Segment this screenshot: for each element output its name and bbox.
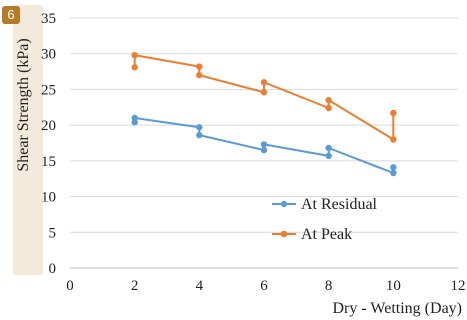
- data-point-at-residual-6: [325, 152, 332, 160]
- y-tick-label-30: 30: [41, 47, 56, 63]
- y-tick-label-10: 10: [41, 190, 56, 206]
- legend-label-at-residual: At Residual: [301, 196, 378, 213]
- y-tick-label-25: 25: [41, 82, 56, 98]
- x-tick-label-10: 10: [386, 278, 401, 294]
- x-tick-label-12: 12: [451, 278, 466, 294]
- series: [131, 51, 397, 177]
- data-point-at-peak-3: [196, 71, 203, 79]
- data-point-at-peak-2: [196, 63, 203, 70]
- legend-marker-at-peak: [280, 230, 288, 238]
- data-point-at-residual-2: [196, 124, 203, 131]
- x-tick-label-0: 0: [66, 278, 74, 294]
- y-tick-label-5: 5: [49, 225, 57, 241]
- legend-item-at-residual: At Residual: [272, 196, 378, 213]
- data-point-at-residual-4: [260, 146, 268, 154]
- data-point-at-peak-8: [390, 136, 397, 143]
- legend: At Residual At Peak: [272, 196, 378, 243]
- data-point-at-residual-5: [260, 141, 268, 148]
- x-tick-label-2: 2: [131, 278, 139, 294]
- data-point-at-peak-4: [260, 89, 268, 96]
- x-tick-label-8: 8: [325, 278, 333, 294]
- data-point-at-residual-1: [131, 114, 138, 122]
- series-at-peak: [131, 51, 397, 143]
- series-at-residual: [131, 114, 397, 177]
- grid-lines: [70, 17, 458, 233]
- legend-item-at-peak: At Peak: [272, 226, 352, 243]
- legend-label-at-peak: At Peak: [301, 226, 352, 243]
- y-tick-label-20: 20: [41, 118, 56, 134]
- y-tick-label-35: 35: [41, 11, 56, 27]
- data-point-at-peak-1: [131, 51, 138, 59]
- x-axis-title: Dry - Wetting (Day): [333, 300, 463, 317]
- data-point-at-residual-9: [390, 164, 397, 171]
- x-tick-label-6: 6: [260, 278, 268, 294]
- x-tick-label-4: 4: [196, 278, 204, 294]
- data-point-at-residual-7: [325, 144, 332, 152]
- data-point-at-residual-3: [196, 131, 203, 139]
- tick-labels: 0 5 10 15 20 25 30 35 0 2 4 6 8 10 12: [41, 11, 466, 294]
- legend-marker-at-residual: [280, 200, 288, 208]
- y-tick-label-15: 15: [41, 154, 56, 170]
- y-tick-label-0: 0: [49, 261, 57, 277]
- series-line-at-peak: [133, 54, 395, 141]
- data-point-at-peak-6: [325, 104, 332, 112]
- y-axis-label-highlight: [13, 5, 43, 275]
- data-point-at-residual-8: [390, 169, 397, 177]
- data-point-at-peak-5: [260, 79, 268, 86]
- data-point-at-peak-7: [325, 96, 332, 104]
- figure-number-badge: 6: [2, 6, 20, 24]
- data-point-at-peak-0: [131, 64, 138, 71]
- y-axis-title: Shear Strength (kPa): [15, 38, 32, 171]
- data-point-at-peak-9: [390, 109, 397, 117]
